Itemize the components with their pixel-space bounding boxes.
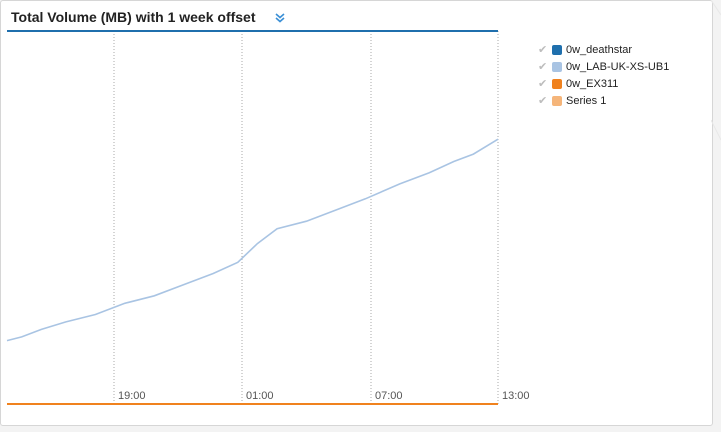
checkmark-icon[interactable]: ✔: [538, 95, 548, 107]
legend-swatch: [552, 61, 562, 72]
checkmark-icon[interactable]: ✔: [538, 44, 548, 56]
double-chevron-down-icon[interactable]: [274, 12, 286, 24]
legend-label: 0w_deathstar: [566, 43, 633, 56]
chart-title: Total Volume (MB) with 1 week offset: [11, 9, 256, 25]
series-lines: [6, 30, 499, 405]
x-tick-label: 01:00: [246, 390, 274, 402]
legend-item[interactable]: ✔ 0w_EX311: [538, 75, 669, 92]
checkmark-icon[interactable]: ✔: [538, 78, 548, 90]
legend-label: 0w_EX311: [566, 77, 619, 90]
legend-item[interactable]: ✔ Series 1: [538, 92, 669, 109]
legend-swatch: [552, 78, 562, 89]
x-tick-label: 19:00: [118, 390, 146, 402]
x-tick-label: 07:00: [375, 390, 403, 402]
x-axis-ticks: 19:00 01:00 07:00 13:00: [118, 390, 530, 402]
x-tick-label: 13:00: [502, 390, 530, 402]
checkmark-icon[interactable]: ✔: [538, 61, 548, 73]
chart-panel: 19:00 01:00 07:00 13:00 Total Volume (MB) w…: [0, 0, 713, 426]
chart-canvas: 19:00 01:00 07:00 13:00: [6, 30, 530, 405]
legend-item[interactable]: ✔ 0w_deathstar: [538, 41, 669, 58]
legend-swatch: [552, 95, 562, 106]
chart-legend: ✔ 0w_deathstar ✔ 0w_LAB-UK-XS-UB1 ✔ 0w_EX311 ✔…: [538, 41, 669, 109]
grid-lines: [113, 31, 499, 404]
legend-swatch: [552, 44, 562, 55]
background-decoration: [711, 0, 721, 141]
legend-label: 0w_LAB-UK-XS-UB1: [566, 60, 670, 73]
legend-item[interactable]: ✔ 0w_LAB-UK-XS-UB1: [538, 58, 669, 75]
series-line: [6, 138, 499, 342]
legend-label: Series 1: [566, 94, 607, 107]
